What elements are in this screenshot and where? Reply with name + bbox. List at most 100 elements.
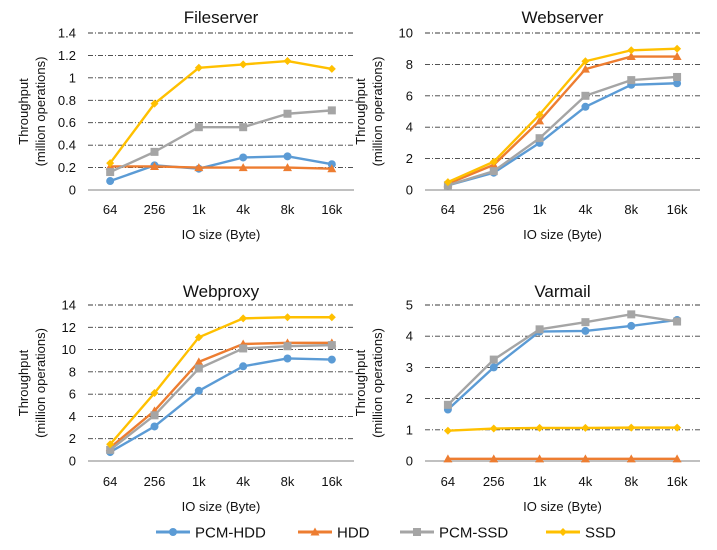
legend-label: PCM-HDD (195, 525, 266, 542)
data-point (239, 60, 248, 69)
x-tick-label: 16k (667, 202, 688, 217)
data-point (239, 123, 248, 132)
data-point (626, 52, 636, 61)
data-point (194, 357, 204, 366)
data-point (106, 440, 115, 449)
x-axis-label: IO size (Byte) (523, 227, 602, 242)
series-pcm-ssd (106, 106, 336, 177)
data-point (106, 445, 115, 454)
series-line (447, 82, 678, 187)
y-tick-label: 1 (69, 70, 76, 85)
data-point (673, 79, 682, 88)
data-point (150, 99, 159, 108)
series-hdd (443, 454, 682, 463)
series-ssd (106, 57, 336, 168)
y-tick-label: 14 (62, 298, 76, 313)
data-point (489, 454, 499, 463)
data-point (283, 342, 292, 351)
data-point (443, 400, 452, 409)
data-point (327, 355, 336, 364)
data-point (581, 57, 590, 66)
data-point (106, 168, 115, 177)
data-point (580, 64, 590, 73)
y-tick-label: 12 (62, 320, 76, 335)
series-pcm-hdd (106, 354, 336, 457)
chart-title: Webproxy (183, 282, 260, 301)
data-point (239, 362, 248, 371)
data-point (283, 354, 292, 363)
data-point (327, 64, 336, 73)
x-axis-label: IO size (Byte) (182, 227, 261, 242)
x-axis-label: IO size (Byte) (182, 499, 261, 514)
x-tick-label: 4k (236, 474, 250, 489)
series-line (109, 341, 332, 449)
x-tick-label: 4k (579, 202, 593, 217)
data-point (535, 325, 544, 334)
data-point (672, 454, 682, 463)
series-line (109, 155, 333, 183)
data-point (194, 386, 203, 395)
data-point (327, 164, 337, 173)
x-tick-label: 16k (667, 474, 688, 489)
data-point (627, 423, 636, 432)
data-point (627, 46, 636, 55)
series-ssd (106, 313, 336, 449)
data-point (627, 310, 636, 319)
chart-title: Fileserver (184, 8, 259, 27)
y-tick-label: 6 (69, 387, 76, 402)
data-point (150, 389, 159, 398)
y-tick-label: 2 (69, 431, 76, 446)
legend-label: HDD (337, 525, 370, 542)
data-point (672, 52, 682, 61)
data-point (581, 102, 590, 111)
x-tick-label: 1k (533, 474, 547, 489)
y-tick-label: 0 (69, 183, 76, 198)
data-point (238, 163, 248, 172)
y-axis-label: Throughput (16, 349, 31, 416)
series-line (109, 316, 332, 446)
x-tick-label: 256 (483, 202, 505, 217)
chart-title: Webserver (522, 8, 604, 27)
data-point (194, 63, 203, 72)
y-tick-label: 6 (406, 88, 413, 103)
data-point (535, 454, 545, 463)
data-point (327, 106, 336, 115)
x-tick-label: 4k (579, 474, 593, 489)
data-point (673, 317, 682, 326)
legend-marker (310, 527, 320, 536)
series-line (109, 59, 333, 164)
data-point (150, 161, 159, 170)
data-point (327, 341, 336, 350)
y-tick-label: 0.8 (58, 93, 76, 108)
x-tick-label: 4k (236, 202, 250, 217)
data-point (535, 134, 544, 143)
data-point (535, 116, 545, 125)
series-line (447, 47, 678, 184)
series-ssd (443, 423, 682, 435)
chart-webserver: Webserver 0 2 4 6 8 10 64 256 1k 4k 8k 16k IO size (B… (353, 8, 700, 242)
chart-title: Varmail (534, 282, 590, 301)
y-axis-label: Throughput (353, 78, 368, 145)
data-point (194, 333, 203, 342)
data-point (194, 163, 204, 172)
x-tick-label: 16k (321, 202, 342, 217)
data-point (150, 422, 159, 431)
x-tick-label: 8k (281, 474, 295, 489)
data-point (627, 321, 636, 330)
data-point (673, 72, 682, 81)
series-line (447, 313, 678, 406)
data-point (239, 344, 248, 353)
data-point (673, 44, 682, 53)
legend-item-pcm-hdd: PCM-HDD (156, 525, 266, 542)
x-tick-label: 256 (483, 474, 505, 489)
series-line (110, 165, 332, 170)
x-tick-label: 8k (624, 202, 638, 217)
data-point (489, 167, 498, 176)
y-tick-label: 0 (406, 183, 413, 198)
legend-item-ssd: SSD (546, 525, 616, 542)
x-tick-label: 1k (533, 202, 547, 217)
x-tick-label: 64 (441, 202, 455, 217)
y-axis-label: Throughput (353, 349, 368, 416)
y-axis-sublabel: (million operations) (370, 328, 385, 438)
